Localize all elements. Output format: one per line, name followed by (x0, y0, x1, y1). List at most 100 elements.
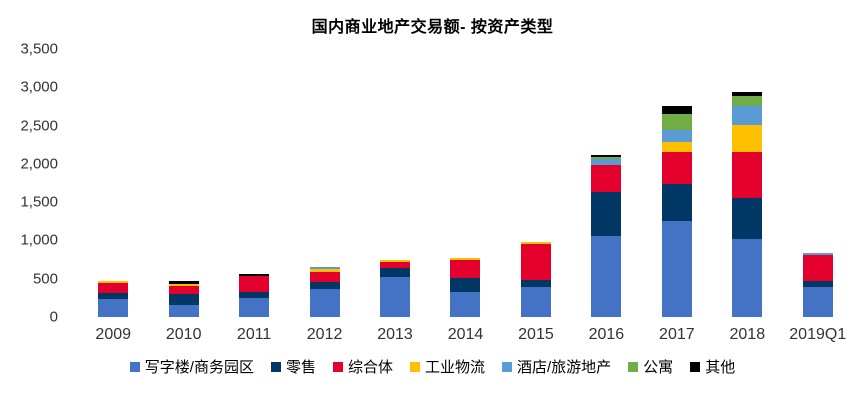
bar-segment (520, 241, 551, 244)
bar-2019Q1 (802, 253, 833, 317)
legend-label: 工业物流 (424, 359, 485, 376)
y-tick-label: 0 (49, 308, 58, 326)
y-tick-label: 2,000 (20, 155, 58, 173)
legend-swatch-icon (628, 361, 639, 372)
bar-segment (802, 281, 833, 288)
bar-segment (661, 130, 692, 143)
legend-item-1: 零售 (270, 356, 316, 377)
bar-segment (98, 292, 129, 300)
bar-segment (520, 286, 551, 317)
bar-segment (239, 275, 270, 292)
legend-swatch-icon (690, 361, 701, 372)
y-axis: 3,500 3,000 2,500 2,000 1,500 1,000 500 0 (0, 0, 62, 330)
x-axis-label: 2009 (95, 326, 132, 343)
bar-segment (661, 142, 692, 153)
bar-segment (380, 277, 411, 317)
y-tick-label: 1,000 (20, 231, 58, 249)
bar-segment (450, 277, 481, 292)
bar-slot-2018 (712, 49, 782, 317)
bar-segment (168, 284, 199, 287)
bar-2016 (591, 154, 622, 317)
bar-segment (732, 91, 763, 96)
legend: 写字楼/商务园区 零售 综合体 工业物流 酒店/旅游地产 公寓 其他 (0, 356, 865, 377)
bar-2012 (309, 267, 340, 317)
legend-swatch-icon (270, 361, 281, 372)
legend-item-2: 综合体 (332, 356, 393, 377)
bar-slot-2017 (642, 49, 712, 317)
legend-item-6: 其他 (690, 356, 735, 377)
bar-segment (661, 184, 692, 222)
bar-segment (239, 297, 270, 317)
bar-segment (591, 236, 622, 317)
x-axis-label: 2010 (165, 326, 202, 343)
plot-area (78, 49, 853, 317)
x-axis-label: 2014 (447, 326, 484, 343)
x-axis-label: 2013 (377, 326, 413, 343)
x-axis-label: 2019Q1 (789, 326, 847, 343)
bar-segment (732, 151, 763, 199)
legend-swatch-icon (502, 361, 512, 372)
bar-segment (98, 281, 129, 283)
bar-2014 (450, 258, 481, 317)
bar-slot-2011 (219, 49, 289, 317)
bar-segment (802, 287, 833, 317)
bar-slot-2014 (430, 49, 500, 317)
bar-slot-2016 (571, 49, 641, 317)
bar-segment (661, 114, 692, 131)
y-tick-label: 500 (32, 270, 58, 288)
bar-segment (520, 243, 551, 281)
bar-segment (802, 255, 833, 282)
y-tick-label: 3,500 (20, 40, 58, 58)
x-axis-label: 2017 (659, 326, 695, 343)
bar-segment (661, 152, 692, 185)
bar-segment (591, 165, 622, 193)
bar-segment (732, 95, 763, 106)
bar-segment (168, 305, 199, 317)
bar-segment (802, 253, 833, 255)
bar-segment (309, 282, 340, 290)
bar-segment (168, 294, 199, 306)
legend-swatch-icon (129, 361, 140, 372)
bar-segment (309, 269, 340, 273)
legend-swatch-icon (332, 361, 343, 372)
legend-label: 其他 (705, 359, 736, 376)
bar-segment (98, 299, 129, 317)
bar-segment (732, 105, 763, 125)
bar-2009 (98, 281, 129, 317)
bar-slot-2010 (148, 49, 218, 317)
bar-segment (309, 272, 340, 283)
bar-segment (591, 158, 622, 166)
bar-segment (732, 198, 763, 239)
legend-label: 写字楼/商务园区 (144, 359, 254, 376)
legend-item-0: 写字楼/商务园区 (129, 356, 254, 377)
bar-slot-2013 (360, 49, 430, 317)
bar-segment (732, 124, 763, 152)
legend-item-3: 工业物流 (409, 356, 485, 377)
bar-segment (239, 274, 270, 276)
legend-item-5: 公寓 (628, 356, 673, 377)
bar-segment (168, 286, 199, 295)
legend-label: 公寓 (643, 359, 674, 376)
bar-segment (591, 154, 622, 157)
legend-label: 综合体 (347, 359, 393, 376)
bar-2018 (732, 91, 763, 317)
chart-title: 国内商业地产交易额- 按资产类型 (311, 19, 554, 36)
legend-item-4: 酒店/旅游地产 (502, 356, 611, 377)
bar-segment (450, 291, 481, 317)
x-axis-label: 2015 (518, 326, 554, 343)
bar-2015 (520, 241, 551, 317)
bar-2011 (239, 274, 270, 317)
legend-label: 零售 (285, 359, 316, 376)
bar-slot-2012 (289, 49, 359, 317)
bar-2017 (661, 106, 692, 317)
y-tick-label: 2,500 (20, 117, 58, 135)
bar-segment (309, 289, 340, 317)
legend-label: 酒店/旅游地产 (517, 359, 612, 376)
x-axis-label: 2011 (236, 326, 272, 343)
bar-segment (591, 192, 622, 237)
bar-segment (591, 156, 622, 159)
bar-segment (380, 261, 411, 269)
bar-segment (732, 238, 763, 317)
bar-slot-2009 (78, 49, 148, 317)
bar-segment (98, 282, 129, 293)
